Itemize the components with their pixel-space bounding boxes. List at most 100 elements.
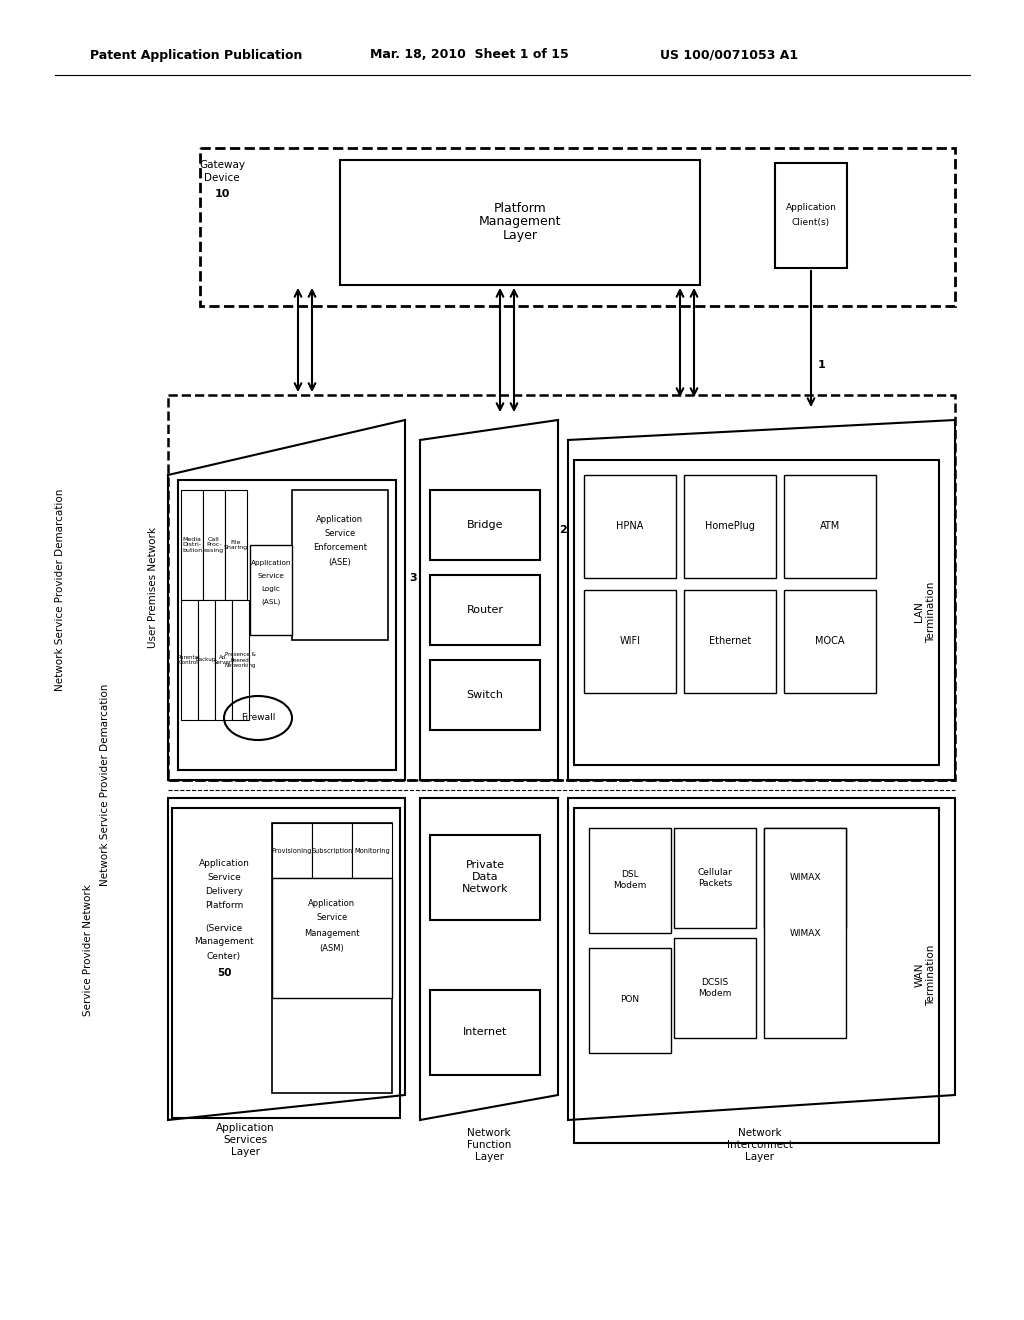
- Text: Ad.
Server: Ad. Server: [214, 655, 232, 665]
- Text: WIMAX: WIMAX: [790, 874, 821, 883]
- Text: ATM: ATM: [820, 521, 840, 531]
- Text: Management: Management: [304, 928, 359, 937]
- Bar: [292, 490, 388, 640]
- Text: Switch: Switch: [467, 690, 504, 700]
- Text: Enforcement: Enforcement: [313, 544, 367, 553]
- Bar: [775, 162, 847, 268]
- Text: Service: Service: [258, 573, 285, 579]
- Text: Gateway: Gateway: [199, 160, 245, 170]
- Bar: [589, 948, 671, 1053]
- Text: Application: Application: [199, 858, 250, 867]
- Bar: [430, 836, 540, 920]
- Text: Application
Services
Layer: Application Services Layer: [216, 1123, 274, 1156]
- Text: Subscription: Subscription: [311, 847, 352, 854]
- Text: Network Service Provider Demarcation: Network Service Provider Demarcation: [100, 684, 110, 886]
- Text: US 100/0071053 A1: US 100/0071053 A1: [660, 49, 798, 62]
- Bar: [584, 590, 676, 693]
- Text: Management: Management: [195, 937, 254, 946]
- Bar: [181, 490, 203, 601]
- Bar: [312, 822, 352, 878]
- Bar: [764, 828, 846, 928]
- Text: Client(s): Client(s): [792, 218, 830, 227]
- Text: Private
Data
Network: Private Data Network: [462, 861, 508, 894]
- Text: LAN
Termination: LAN Termination: [914, 581, 936, 643]
- Bar: [172, 808, 400, 1118]
- Text: Router: Router: [467, 605, 504, 615]
- Text: Media
Distri-
bution: Media Distri- bution: [182, 537, 202, 553]
- Bar: [200, 148, 955, 306]
- Bar: [684, 475, 776, 578]
- Bar: [574, 459, 939, 766]
- Text: Parental
Control: Parental Control: [178, 655, 201, 665]
- Text: Platform: Platform: [494, 202, 547, 214]
- Bar: [272, 878, 392, 998]
- Bar: [181, 601, 198, 719]
- Text: Mar. 18, 2010  Sheet 1 of 15: Mar. 18, 2010 Sheet 1 of 15: [370, 49, 568, 62]
- Text: HomePlug: HomePlug: [706, 521, 755, 531]
- Bar: [203, 490, 225, 601]
- Bar: [225, 490, 247, 601]
- Bar: [584, 475, 676, 578]
- Bar: [430, 576, 540, 645]
- Text: Call
Proc-
essing: Call Proc- essing: [204, 537, 224, 553]
- Text: Application: Application: [785, 203, 837, 213]
- Text: User Premises Network: User Premises Network: [148, 527, 158, 648]
- Bar: [272, 822, 392, 1093]
- Text: Service: Service: [207, 873, 241, 882]
- Text: Internet: Internet: [463, 1027, 507, 1038]
- Text: 3: 3: [410, 573, 417, 583]
- Text: WAN
Termination: WAN Termination: [914, 944, 936, 1006]
- Text: DCSIS
Modem: DCSIS Modem: [698, 978, 732, 998]
- Bar: [168, 395, 955, 780]
- Text: Monitoring: Monitoring: [354, 847, 390, 854]
- Bar: [784, 475, 876, 578]
- Text: Application: Application: [308, 899, 355, 908]
- Bar: [250, 545, 292, 635]
- Bar: [574, 808, 939, 1143]
- Text: Service Provider Network: Service Provider Network: [83, 884, 93, 1016]
- Bar: [178, 480, 396, 770]
- Text: WIMAX: WIMAX: [790, 928, 821, 937]
- Text: Patent Application Publication: Patent Application Publication: [90, 49, 302, 62]
- Text: WIFI: WIFI: [620, 636, 640, 645]
- Text: Bridge: Bridge: [467, 520, 503, 531]
- Bar: [352, 822, 392, 878]
- Bar: [674, 939, 756, 1038]
- Text: Cellular
Packets: Cellular Packets: [697, 869, 732, 887]
- Bar: [340, 160, 700, 285]
- Text: Firewall: Firewall: [241, 714, 275, 722]
- Text: PON: PON: [621, 995, 640, 1005]
- Text: Presence &
Peered
Networking: Presence & Peered Networking: [224, 652, 256, 668]
- Text: HPNA: HPNA: [616, 521, 644, 531]
- Text: Layer: Layer: [503, 230, 538, 243]
- Text: Provisioning: Provisioning: [271, 847, 312, 854]
- Text: Logic: Logic: [261, 586, 281, 591]
- Text: Application: Application: [316, 516, 364, 524]
- Bar: [215, 601, 232, 719]
- Text: MOCA: MOCA: [815, 636, 845, 645]
- Text: (ASM): (ASM): [319, 944, 344, 953]
- Text: (ASL): (ASL): [261, 599, 281, 606]
- Text: Application: Application: [251, 560, 291, 566]
- Text: 2: 2: [559, 525, 567, 535]
- Text: Service: Service: [325, 529, 355, 539]
- Bar: [589, 828, 671, 933]
- Bar: [272, 822, 312, 878]
- Text: File
Sharing: File Sharing: [224, 540, 248, 550]
- Text: Delivery: Delivery: [205, 887, 243, 895]
- Text: Backup: Backup: [196, 657, 216, 663]
- Bar: [430, 490, 540, 560]
- Bar: [430, 990, 540, 1074]
- Bar: [198, 601, 215, 719]
- Text: DSL
Modem: DSL Modem: [613, 870, 647, 890]
- Text: (Service: (Service: [206, 924, 243, 932]
- Text: Network
Interconnect
Layer: Network Interconnect Layer: [727, 1129, 793, 1162]
- Bar: [784, 590, 876, 693]
- Text: Platform: Platform: [205, 900, 243, 909]
- Text: Network Service Provider Demarcation: Network Service Provider Demarcation: [55, 488, 65, 692]
- Text: Network
Function
Layer: Network Function Layer: [467, 1129, 511, 1162]
- Bar: [430, 660, 540, 730]
- Text: Service: Service: [316, 913, 347, 923]
- Text: Device: Device: [204, 173, 240, 183]
- Bar: [764, 828, 846, 1038]
